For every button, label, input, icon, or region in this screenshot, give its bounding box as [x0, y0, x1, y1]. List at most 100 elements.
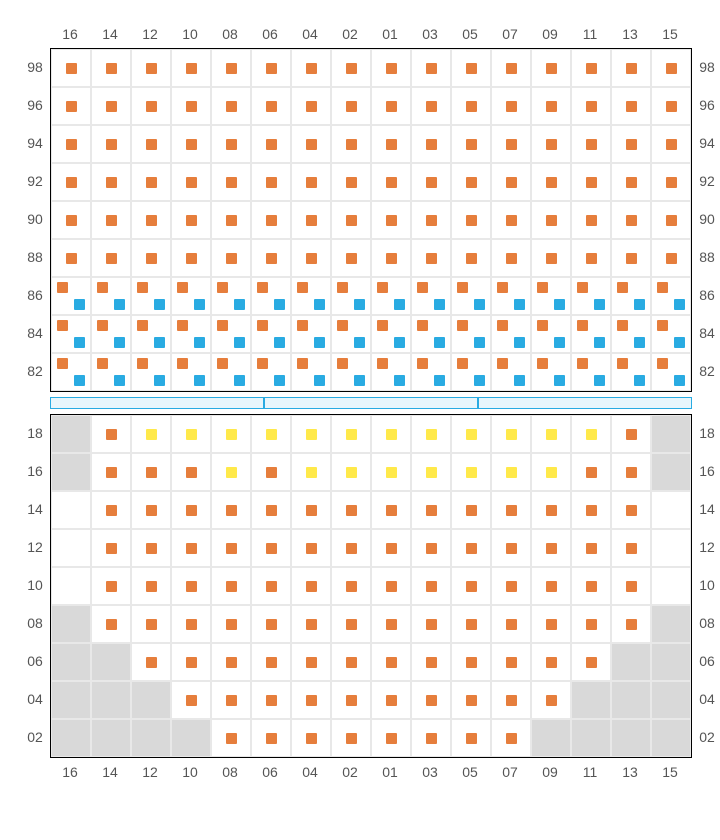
- seat-cell[interactable]: [571, 49, 611, 87]
- seat-cell[interactable]: [331, 719, 371, 757]
- seat-cell[interactable]: [651, 49, 691, 87]
- seat-cell[interactable]: [371, 315, 411, 353]
- seat-cell[interactable]: [331, 315, 371, 353]
- seat-cell[interactable]: [331, 681, 371, 719]
- seat-cell[interactable]: [571, 529, 611, 567]
- seat-cell[interactable]: [611, 49, 651, 87]
- seat-cell[interactable]: [451, 315, 491, 353]
- seat-cell[interactable]: [91, 49, 131, 87]
- seat-cell[interactable]: [211, 49, 251, 87]
- seat-cell[interactable]: [491, 529, 531, 567]
- seat-cell[interactable]: [611, 87, 651, 125]
- seat-cell[interactable]: [131, 529, 171, 567]
- seat-cell[interactable]: [251, 315, 291, 353]
- seat-cell[interactable]: [291, 315, 331, 353]
- seat-cell[interactable]: [131, 239, 171, 277]
- seat-cell[interactable]: [91, 605, 131, 643]
- seat-cell[interactable]: [371, 239, 411, 277]
- seat-cell[interactable]: [211, 491, 251, 529]
- seat-cell[interactable]: [91, 239, 131, 277]
- seat-cell[interactable]: [451, 201, 491, 239]
- seat-cell[interactable]: [51, 315, 91, 353]
- seat-cell[interactable]: [531, 415, 571, 453]
- seat-cell[interactable]: [491, 453, 531, 491]
- seat-cell[interactable]: [651, 163, 691, 201]
- seat-cell[interactable]: [251, 605, 291, 643]
- seat-cell[interactable]: [371, 201, 411, 239]
- seat-cell[interactable]: [571, 643, 611, 681]
- seat-cell[interactable]: [211, 605, 251, 643]
- seat-cell[interactable]: [331, 125, 371, 163]
- seat-cell[interactable]: [371, 353, 411, 391]
- seat-cell[interactable]: [451, 125, 491, 163]
- seat-cell[interactable]: [611, 353, 651, 391]
- seat-cell[interactable]: [331, 49, 371, 87]
- seat-cell[interactable]: [451, 529, 491, 567]
- seat-cell[interactable]: [451, 163, 491, 201]
- seat-cell[interactable]: [291, 643, 331, 681]
- seat-cell[interactable]: [451, 491, 491, 529]
- seat-cell[interactable]: [251, 529, 291, 567]
- seat-cell[interactable]: [531, 643, 571, 681]
- seat-cell[interactable]: [91, 87, 131, 125]
- seat-cell[interactable]: [131, 415, 171, 453]
- seat-cell[interactable]: [371, 87, 411, 125]
- seat-cell[interactable]: [451, 567, 491, 605]
- seat-cell[interactable]: [371, 125, 411, 163]
- seat-cell[interactable]: [491, 415, 531, 453]
- seat-cell[interactable]: [51, 87, 91, 125]
- seat-cell[interactable]: [211, 239, 251, 277]
- seat-cell[interactable]: [411, 605, 451, 643]
- seat-cell[interactable]: [611, 491, 651, 529]
- seat-cell[interactable]: [451, 239, 491, 277]
- seat-cell[interactable]: [451, 719, 491, 757]
- seat-cell[interactable]: [491, 239, 531, 277]
- seat-cell[interactable]: [491, 643, 531, 681]
- seat-cell[interactable]: [291, 567, 331, 605]
- seat-cell[interactable]: [291, 415, 331, 453]
- seat-cell[interactable]: [291, 87, 331, 125]
- seat-cell[interactable]: [211, 415, 251, 453]
- seat-cell[interactable]: [251, 453, 291, 491]
- seat-cell[interactable]: [211, 163, 251, 201]
- seat-cell[interactable]: [491, 201, 531, 239]
- seat-cell[interactable]: [291, 605, 331, 643]
- seat-cell[interactable]: [491, 681, 531, 719]
- seat-cell[interactable]: [411, 719, 451, 757]
- seat-cell[interactable]: [131, 49, 171, 87]
- seat-cell[interactable]: [211, 719, 251, 757]
- seat-cell[interactable]: [131, 353, 171, 391]
- seat-cell[interactable]: [491, 353, 531, 391]
- seat-cell[interactable]: [571, 415, 611, 453]
- seat-cell[interactable]: [251, 239, 291, 277]
- seat-cell[interactable]: [611, 163, 651, 201]
- seat-cell[interactable]: [171, 643, 211, 681]
- seat-cell[interactable]: [371, 719, 411, 757]
- seat-cell[interactable]: [291, 163, 331, 201]
- seat-cell[interactable]: [451, 87, 491, 125]
- seat-cell[interactable]: [211, 277, 251, 315]
- seat-cell[interactable]: [91, 125, 131, 163]
- seat-cell[interactable]: [651, 125, 691, 163]
- seat-cell[interactable]: [571, 277, 611, 315]
- seat-cell[interactable]: [371, 163, 411, 201]
- seat-cell[interactable]: [411, 125, 451, 163]
- seat-cell[interactable]: [531, 277, 571, 315]
- seat-cell[interactable]: [291, 681, 331, 719]
- seat-cell[interactable]: [451, 453, 491, 491]
- seat-cell[interactable]: [411, 201, 451, 239]
- seat-cell[interactable]: [171, 125, 211, 163]
- seat-cell[interactable]: [291, 491, 331, 529]
- seat-cell[interactable]: [531, 529, 571, 567]
- seat-cell[interactable]: [611, 239, 651, 277]
- seat-cell[interactable]: [611, 315, 651, 353]
- seat-cell[interactable]: [491, 87, 531, 125]
- seat-cell[interactable]: [211, 681, 251, 719]
- seat-cell[interactable]: [531, 353, 571, 391]
- seat-cell[interactable]: [171, 529, 211, 567]
- seat-cell[interactable]: [411, 315, 451, 353]
- seat-cell[interactable]: [291, 49, 331, 87]
- seat-cell[interactable]: [571, 315, 611, 353]
- seat-cell[interactable]: [171, 201, 211, 239]
- seat-cell[interactable]: [211, 567, 251, 605]
